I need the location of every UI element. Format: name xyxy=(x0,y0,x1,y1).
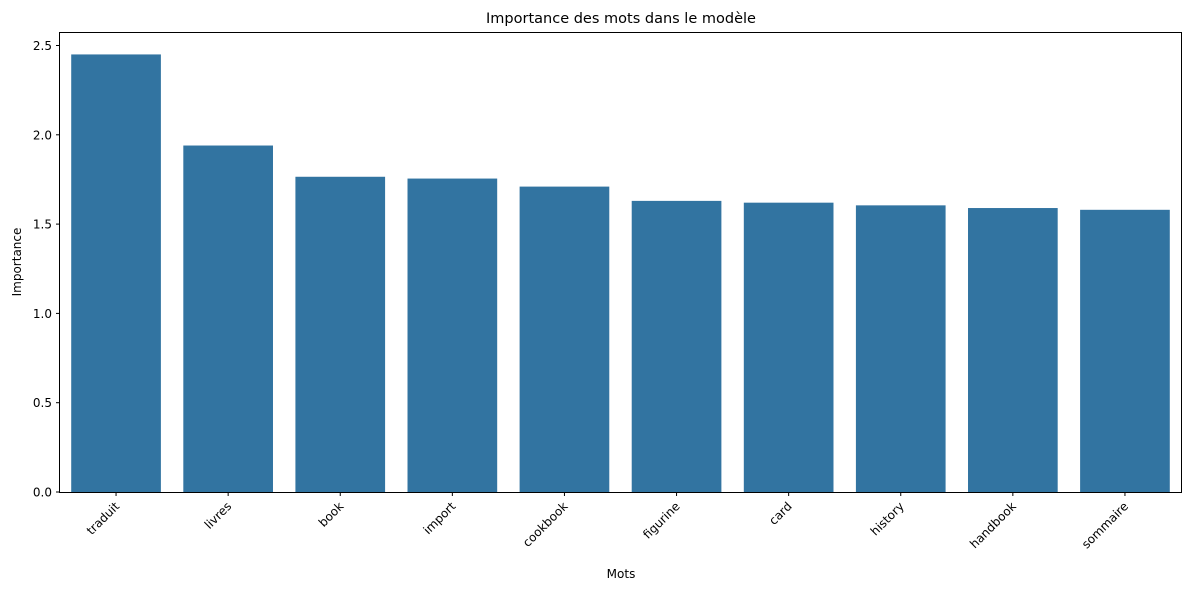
bar-cookbook xyxy=(519,186,610,492)
y-axis-ticks: 0.0 0.5 1.0 1.5 2.0 2.5 xyxy=(33,39,60,500)
y-tick-label: 0.5 xyxy=(33,396,52,410)
bar-import xyxy=(407,178,498,492)
x-tick-label: traduit xyxy=(84,499,123,538)
bar-figurine xyxy=(631,200,722,492)
y-tick-label: 1.0 xyxy=(33,307,52,321)
x-tick-label: livres xyxy=(202,499,235,532)
bar-history xyxy=(855,205,946,492)
y-axis-label: Importance xyxy=(10,228,24,297)
bars-group xyxy=(71,54,1170,493)
x-tick-label: import xyxy=(421,499,459,537)
x-tick-label: cookbook xyxy=(520,499,571,550)
bar-traduit xyxy=(71,54,161,493)
bar-livres xyxy=(183,145,273,492)
y-tick-label: 1.5 xyxy=(33,218,52,232)
y-tick-label: 0.0 xyxy=(33,486,52,500)
bar-card xyxy=(743,202,834,493)
plot-frame xyxy=(59,32,1182,493)
bar-handbook xyxy=(968,208,1058,492)
chart-title: Importance des mots dans le modèle xyxy=(486,11,756,27)
x-tick-label: history xyxy=(868,499,907,538)
y-tick-label: 2.5 xyxy=(33,39,52,53)
x-tick-label: figurine xyxy=(640,499,682,541)
bar-sommaire xyxy=(1080,209,1170,492)
x-tick-label: handbook xyxy=(967,499,1019,551)
x-tick-label: book xyxy=(316,499,347,530)
y-tick-label: 2.0 xyxy=(33,128,52,142)
x-tick-label: card xyxy=(766,499,794,527)
x-axis-ticks: traduit livres book import cookbook figurine c… xyxy=(84,492,1131,551)
bar-book xyxy=(295,176,386,492)
x-tick-label: sommaire xyxy=(1079,499,1131,551)
x-axis-label: Mots xyxy=(607,567,636,581)
